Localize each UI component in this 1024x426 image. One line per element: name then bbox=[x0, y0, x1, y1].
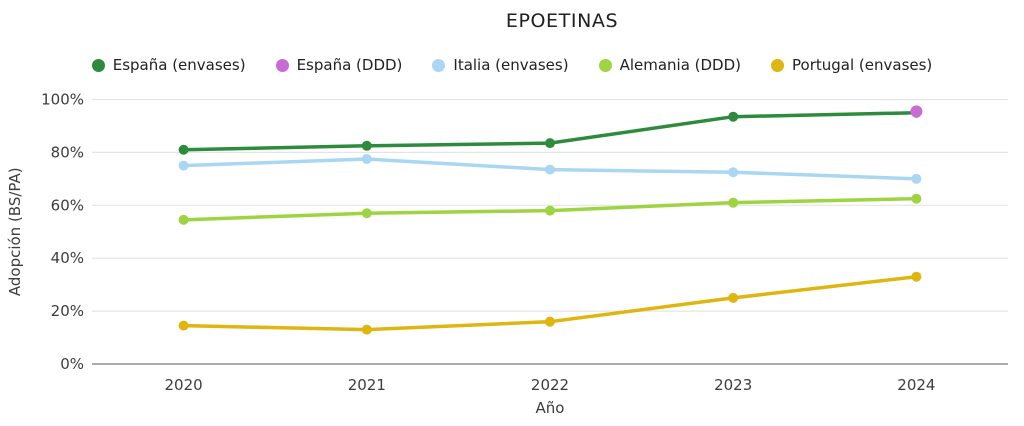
legend-item[interactable]: Alemania (DDD) bbox=[598, 56, 742, 74]
y-tick-label: 0% bbox=[60, 355, 84, 373]
legend-item[interactable]: España (DDD) bbox=[275, 56, 403, 74]
x-tick-label: 2024 bbox=[897, 376, 935, 394]
series-point bbox=[728, 167, 739, 178]
series-point bbox=[361, 140, 372, 151]
y-axis-label: Adopción (BS/PA) bbox=[6, 167, 24, 296]
series-point bbox=[178, 144, 189, 155]
series-point bbox=[728, 111, 739, 122]
legend-item[interactable]: Portugal (envases) bbox=[771, 56, 932, 74]
legend-series-dot-icon bbox=[275, 58, 289, 72]
x-tick-label: 2023 bbox=[714, 376, 752, 394]
legend: España (envases) España (DDD) Italia (enva… bbox=[0, 56, 1024, 74]
legend-series-dot-icon bbox=[771, 58, 785, 72]
legend-item[interactable]: España (envases) bbox=[91, 56, 246, 74]
series-point bbox=[361, 154, 372, 165]
series-point bbox=[545, 138, 555, 149]
y-tick-label: 100% bbox=[41, 91, 84, 109]
series-point bbox=[910, 105, 923, 118]
x-axis-label: Año bbox=[536, 399, 565, 417]
legend-series-label: Alemania (DDD) bbox=[619, 56, 742, 74]
legend-series-dot-icon bbox=[432, 58, 446, 72]
series-point bbox=[911, 271, 922, 282]
legend-item[interactable]: Italia (envases) bbox=[432, 56, 569, 74]
y-tick-label: 40% bbox=[51, 249, 84, 267]
series-point bbox=[545, 316, 555, 327]
series-point bbox=[911, 193, 922, 204]
series-point bbox=[545, 205, 555, 216]
chart-title: EPOETINAS bbox=[505, 10, 619, 32]
series-point bbox=[911, 173, 922, 184]
series-point bbox=[178, 214, 189, 225]
series-point bbox=[545, 164, 555, 175]
series-point bbox=[178, 160, 189, 171]
legend-series-dot-icon bbox=[91, 58, 105, 72]
series-point bbox=[728, 292, 739, 303]
y-tick-label: 60% bbox=[51, 196, 84, 214]
legend-series-label: Italia (envases) bbox=[453, 56, 569, 74]
legend-series-dot-icon bbox=[598, 58, 612, 72]
y-tick-label: 20% bbox=[51, 302, 84, 320]
x-tick-label: 2020 bbox=[165, 376, 203, 394]
series-point bbox=[728, 197, 739, 208]
series-point bbox=[361, 208, 372, 219]
legend-series-label: España (envases) bbox=[112, 56, 246, 74]
series-point bbox=[178, 320, 189, 331]
x-tick-label: 2022 bbox=[531, 376, 569, 394]
x-tick-label: 2021 bbox=[348, 376, 386, 394]
series-point bbox=[361, 324, 372, 335]
legend-series-label: Portugal (envases) bbox=[792, 56, 933, 74]
legend-series-label: España (DDD) bbox=[296, 56, 403, 74]
y-tick-label: 80% bbox=[51, 143, 84, 161]
